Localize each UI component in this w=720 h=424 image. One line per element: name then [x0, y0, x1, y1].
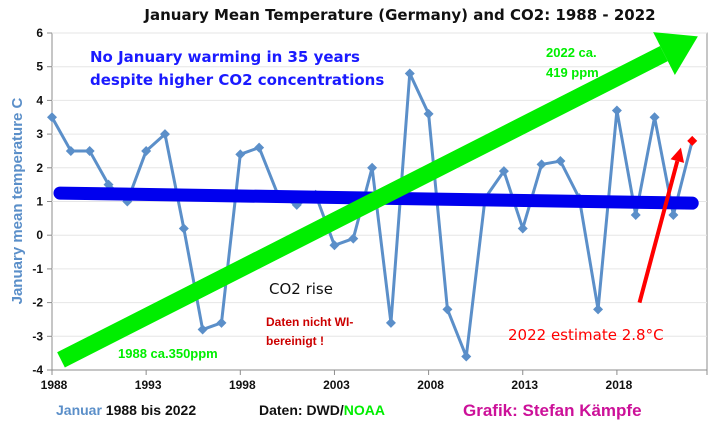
x-tick-label: 2003 [323, 378, 350, 392]
co2-1988-label: 1988 ca.350ppm [118, 346, 218, 361]
y-tick-label: 2 [36, 161, 43, 175]
y-tick-label: -1 [32, 262, 43, 276]
x-axis: 1988 1993 1998 2003 2008 2013 2018 [41, 370, 708, 392]
footer-period: Januar 1988 bis 2022 [56, 402, 196, 418]
y-tick-label: 6 [36, 26, 43, 40]
temperature-point [498, 166, 509, 177]
estimate-arrow-series [637, 147, 685, 304]
temperature-point [47, 112, 57, 123]
y-tick-label: -3 [32, 329, 43, 343]
estimate-2022-point [687, 135, 698, 146]
footer-source: Daten: DWD/NOAA [259, 402, 385, 418]
temperature-point [536, 159, 547, 170]
temperature-point [423, 108, 434, 119]
x-tick-label: 1988 [41, 378, 68, 392]
temperature-series [47, 68, 698, 362]
estimate-arrow-head [670, 147, 685, 163]
co2-rise-label: CO2 rise [269, 280, 333, 298]
temperature-point [159, 129, 170, 140]
temperature-point [367, 162, 378, 173]
co2-arrow-head [653, 32, 698, 75]
temperature-point [461, 351, 472, 362]
temperature-point [103, 179, 114, 190]
footer-credit: Grafik: Stefan Kämpfe [463, 401, 642, 420]
y-tick-label: 3 [36, 127, 43, 141]
temperature-point [254, 142, 265, 153]
footer-source-colored: NOAA [344, 402, 385, 418]
temperature-point [65, 145, 76, 156]
headline-line2: despite higher CO2 concentrations [90, 71, 384, 89]
co2-arrow-shaft [57, 46, 668, 368]
estimate-label: 2022 estimate 2.8°C [508, 326, 664, 344]
x-tick-label: 2008 [417, 378, 444, 392]
y-tick-label: 0 [36, 228, 43, 242]
wi-note-line2: bereinigt ! [266, 334, 324, 348]
temperature-point [555, 156, 566, 167]
temperature-point [517, 223, 528, 234]
temperature-point [348, 233, 359, 244]
temperature-point [649, 112, 660, 123]
co2-2022-label-line2: 419 ppm [546, 65, 599, 80]
y-tick-label: 5 [36, 60, 43, 74]
temperature-point [216, 317, 227, 328]
y-axis-label: January mean temperature C [9, 97, 26, 304]
y-axis: -4 -3 -2 -1 0 1 2 3 4 5 6 [32, 26, 52, 377]
co2-2022-label-line1: 2022 ca. [546, 45, 597, 60]
footer-period-colored: Januar [56, 402, 102, 418]
temperature-point [385, 317, 396, 328]
wi-note-line1: Daten nicht WI- [266, 315, 353, 329]
estimate-arrow-shaft [637, 160, 680, 304]
temperature-point [235, 149, 246, 160]
footer-source-prefix: Daten: DWD/ [259, 402, 344, 418]
co2-arrow-series [57, 32, 698, 368]
x-tick-label: 2013 [511, 378, 538, 392]
y-tick-label: 4 [36, 93, 43, 107]
y-tick-label: -4 [32, 363, 43, 377]
x-tick-label: 1998 [229, 378, 256, 392]
footer-period-rest: 1988 bis 2022 [102, 402, 196, 418]
x-tick-label: 2018 [606, 378, 633, 392]
temperature-point [593, 304, 604, 315]
temperature-point [329, 240, 340, 251]
y-tick-label: -2 [32, 296, 43, 310]
temperature-point [84, 145, 95, 156]
temperature-point [197, 324, 208, 335]
chart-title: January Mean Temperature (Germany) and C… [143, 6, 655, 24]
temperature-point [178, 223, 189, 234]
headline-line1: No January warming in 35 years [90, 48, 360, 66]
temperature-point [630, 209, 641, 220]
temperature-point [668, 209, 679, 220]
temperature-point [442, 304, 453, 315]
y-tick-label: 1 [36, 195, 43, 209]
x-tick-label: 1993 [135, 378, 162, 392]
temperature-point [404, 68, 415, 79]
temperature-point [141, 145, 152, 156]
temperature-point [611, 105, 622, 116]
